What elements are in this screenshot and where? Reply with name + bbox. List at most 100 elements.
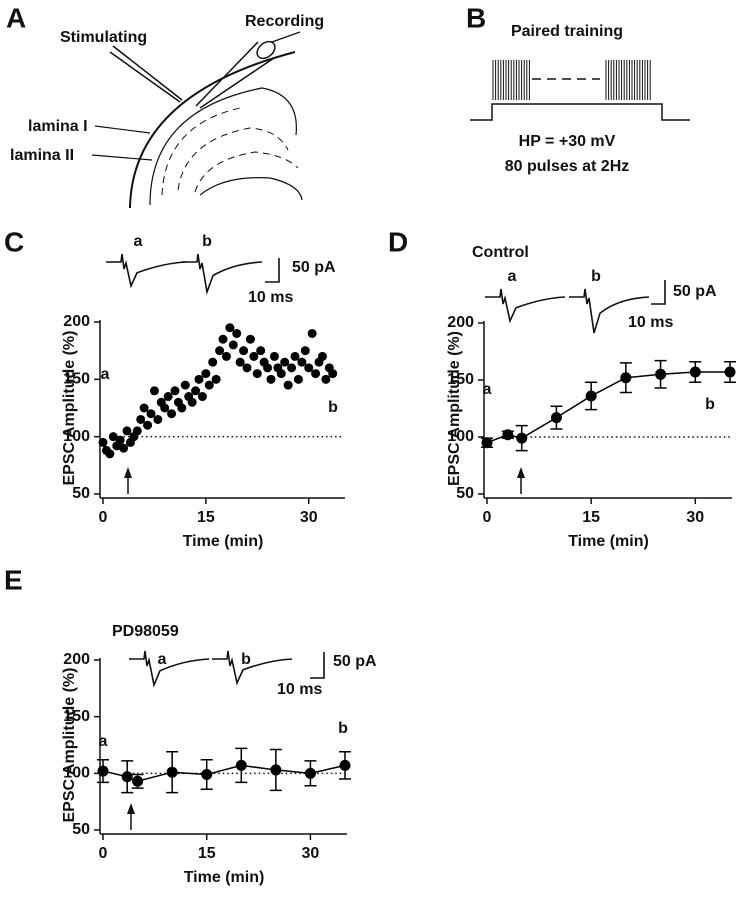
data-point: [297, 357, 307, 367]
data-point: [689, 366, 701, 378]
data-point: [266, 374, 276, 384]
y-tick-label: 200: [63, 313, 90, 330]
scale-bar: [310, 652, 325, 679]
y-tick-label: 50: [456, 485, 474, 502]
subtitle: PD98059: [112, 623, 179, 640]
epsc-trace: [212, 650, 293, 686]
y-tick-label: 200: [447, 314, 474, 331]
y-tick-label: 200: [63, 651, 90, 668]
protocol-drawing: [470, 60, 690, 121]
x-tick-label: 30: [300, 509, 318, 526]
data-point: [197, 392, 207, 402]
trace-label: a: [158, 651, 167, 668]
panel-letter: C: [4, 226, 24, 257]
scale-bar: [265, 258, 280, 283]
data-point: [167, 409, 177, 419]
point-label: a: [483, 381, 492, 398]
data-point: [585, 390, 597, 402]
data-point: [232, 328, 242, 338]
point-label: a: [101, 366, 110, 383]
y-tick-label: 50: [72, 821, 90, 838]
data-point: [122, 426, 132, 436]
data-point: [328, 369, 338, 379]
panel-letter: A: [6, 2, 26, 33]
label-lamina: lamina I: [28, 118, 88, 135]
data-point: [204, 380, 214, 390]
y-axis-label: EPSC Amplitude (%): [446, 331, 463, 486]
epsc-trace: [106, 253, 187, 289]
data-point: [655, 368, 667, 380]
data-point: [208, 357, 218, 367]
data-point: [235, 759, 247, 771]
data-point: [160, 403, 170, 413]
x-tick-label: 15: [197, 509, 215, 526]
protocol-title: Paired training: [511, 23, 623, 40]
scale-bar-label: 50 pA: [673, 283, 717, 300]
data-point: [98, 437, 108, 447]
data-point: [283, 380, 293, 390]
data-point: [256, 346, 266, 356]
data-point: [304, 767, 316, 779]
x-tick-label: 30: [302, 845, 320, 862]
data-point: [132, 426, 142, 436]
label-lamina: lamina II: [10, 147, 74, 164]
data-point: [550, 412, 562, 424]
data-point: [201, 369, 211, 379]
data-point: [170, 386, 180, 396]
y-axis-label: EPSC Amplitude (%): [61, 331, 78, 486]
data-point: [108, 432, 118, 442]
data-point: [180, 380, 190, 390]
trace-label: b: [591, 268, 601, 285]
y-tick-label: 150: [447, 371, 474, 388]
x-axis-label: Time (min): [183, 533, 264, 550]
data-point: [153, 414, 163, 424]
data-point: [263, 363, 273, 373]
label-recording: Recording: [245, 13, 324, 30]
data-point: [211, 374, 221, 384]
panel-letter: B: [466, 2, 486, 33]
epsc-trace: [569, 288, 650, 334]
data-point: [166, 766, 178, 778]
data-point: [215, 346, 225, 356]
arrow-head: [124, 467, 132, 478]
data-point: [290, 351, 300, 361]
data-point: [270, 764, 282, 776]
data-point: [191, 386, 201, 396]
data-point: [276, 369, 286, 379]
data-point: [252, 369, 262, 379]
data-point: [136, 414, 146, 424]
data-point: [97, 765, 109, 777]
panel-letter: E: [4, 564, 23, 595]
x-tick-label: 15: [582, 509, 600, 526]
epsc-trace: [485, 288, 566, 324]
data-point: [139, 403, 149, 413]
data-point: [218, 334, 228, 344]
scale-bar-label: 10 ms: [628, 314, 673, 331]
y-axis-label: EPSC Amplitude (%): [61, 668, 78, 823]
point-label: a: [99, 733, 108, 750]
y-tick-label: 100: [447, 428, 474, 445]
data-point: [143, 420, 153, 430]
data-point: [121, 771, 133, 783]
data-point: [339, 759, 351, 771]
data-point: [311, 369, 321, 379]
data-point: [293, 374, 303, 384]
point-label: b: [328, 399, 338, 416]
point-label: b: [338, 720, 348, 737]
protocol-line: HP = +30 mV: [519, 133, 616, 150]
data-point: [300, 346, 310, 356]
x-tick-label: 15: [198, 845, 216, 862]
label-stimulating: Stimulating: [60, 29, 147, 46]
y-tick-label: 50: [72, 485, 90, 502]
x-tick-label: 30: [686, 509, 704, 526]
data-point: [177, 403, 187, 413]
arrow-head: [127, 803, 135, 814]
data-point: [321, 374, 331, 384]
data-point: [228, 340, 238, 350]
x-axis-label: Time (min): [184, 869, 265, 886]
data-point: [194, 374, 204, 384]
data-point: [187, 397, 197, 407]
point-label: b: [705, 396, 715, 413]
data-point: [481, 437, 493, 449]
